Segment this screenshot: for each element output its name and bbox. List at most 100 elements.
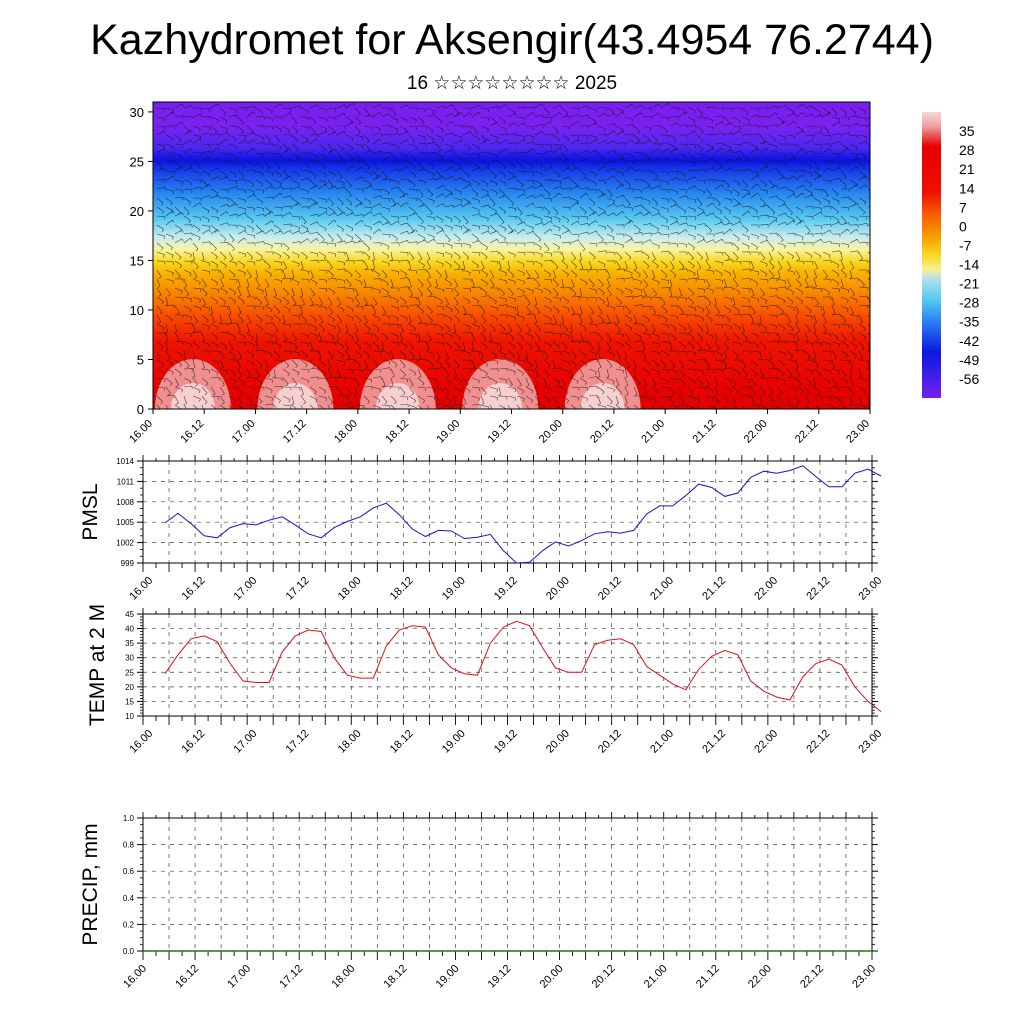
grid — [143, 818, 872, 951]
x-tick-label: 20.12 — [596, 575, 624, 603]
grid — [143, 461, 872, 563]
colorbar-label: -28 — [959, 295, 979, 311]
y-tick-label: 1.0 — [123, 814, 135, 823]
x-tick-label: 18.12 — [388, 728, 416, 756]
x-tick-label: 18.00 — [336, 728, 364, 756]
colorbar-label: 14 — [959, 180, 975, 196]
colorbar-label: 7 — [959, 199, 967, 215]
panel-frame — [142, 460, 873, 564]
profile-panel: 0 5 10 15 20 25 30 16.00 16.12 17.00 17.12 18.00 18.… — [127, 101, 872, 446]
x-tick-label: 16.00 — [127, 728, 155, 756]
precip-panel: 0.0 0.2 0.4 0.6 0.8 1.0 16.00 16.12 17.00 17.12 18… — [79, 812, 878, 991]
x-tick-label: 19.00 — [440, 575, 468, 603]
x-tick-label: 19.00 — [434, 418, 462, 446]
colorbar: 35 28 21 14 7 0 -7 -14 -21 -28 -35 -42 -49 -56 — [922, 112, 979, 398]
x-tick-label: 17.12 — [281, 418, 309, 446]
x-tick-label: 18.00 — [332, 418, 360, 446]
y-tick-label: 0.6 — [123, 867, 135, 876]
x-tick-label: 23.00 — [856, 575, 884, 603]
pmsl-panel: 999 1002 1005 1008 1011 1014 16.00 16.12 17.00 17… — [79, 455, 884, 603]
x-tick-label: 21.12 — [700, 728, 728, 756]
x-tick-label: 19.00 — [434, 963, 462, 991]
y-tick-label: 1014 — [116, 457, 134, 466]
x-tick-label: 16.00 — [127, 575, 155, 603]
y-tick-label: 30 — [125, 654, 134, 663]
y-tick-label: 30 — [130, 105, 144, 120]
x-tick-label: 22.12 — [804, 728, 832, 756]
x-tick-label: 18.12 — [383, 418, 411, 446]
x-tick-label: 23.00 — [856, 728, 884, 756]
y-tick-label: 35 — [125, 639, 134, 648]
x-tick-label: 18.12 — [388, 575, 416, 603]
colorbar-label: 35 — [959, 123, 975, 139]
x-tick-label: 21.00 — [648, 575, 676, 603]
x-tick-label: 21.12 — [700, 575, 728, 603]
x-tick-label: 20.00 — [544, 575, 572, 603]
y-tick-label: 20 — [125, 683, 134, 692]
temp-panel: 10 15 20 25 30 35 40 45 16.00 16.12 17.00 17.12 18.0… — [86, 604, 884, 756]
y-tick-label: 5 — [137, 352, 144, 367]
colorbar-label: -49 — [959, 352, 979, 368]
y-tick-label: 999 — [121, 559, 135, 568]
x-tick-label: 19.12 — [486, 963, 514, 991]
x-tick-label: 19.12 — [492, 728, 520, 756]
y-axis-title: TEMP at 2 M — [86, 604, 109, 726]
x-tick-label: 18.00 — [336, 575, 364, 603]
x-tick-label: 16.12 — [173, 963, 201, 991]
x-tick-label: 21.00 — [648, 728, 676, 756]
x-tick-label: 16.12 — [178, 418, 206, 446]
y-tick-label: 20 — [130, 204, 144, 219]
wind-barb-strokes — [156, 103, 870, 409]
x-tick-label: 17.00 — [232, 728, 260, 756]
x-tick-label: 17.12 — [284, 575, 312, 603]
colorbar-label: -21 — [959, 276, 979, 292]
colorbar-label: 21 — [959, 161, 975, 177]
colorbar-label: -35 — [959, 314, 979, 330]
y-axis-title: PMSL — [79, 483, 102, 540]
x-tick-label: 16.12 — [179, 575, 207, 603]
x-tick-label: 20.00 — [544, 728, 572, 756]
y-tick-label: 1011 — [117, 477, 135, 486]
x-tick-label: 19.12 — [492, 575, 520, 603]
x-tick-label: 16.00 — [127, 418, 155, 446]
y-axis-title: PRECIP, mm — [79, 823, 102, 945]
x-tick-label: 18.12 — [382, 963, 410, 991]
wind-barbs — [156, 103, 870, 409]
grid — [143, 614, 872, 716]
x-tick-label: 20.00 — [538, 963, 566, 991]
y-tick-label: 0.0 — [123, 947, 135, 956]
y-tick-label: 15 — [125, 697, 134, 706]
y-tick-label: 0.8 — [123, 841, 135, 850]
colorbar-label: -42 — [959, 333, 979, 349]
x-tick-label: 19.00 — [440, 728, 468, 756]
x-tick-label: 20.12 — [588, 418, 616, 446]
panel-frame — [142, 613, 873, 717]
x-tick-label: 21.00 — [642, 963, 670, 991]
y-tick-label: 1005 — [116, 518, 134, 527]
series-line — [164, 465, 882, 564]
y-tick-label: 1008 — [116, 498, 134, 507]
y-tick-label: 15 — [130, 253, 144, 268]
x-tick-label: 16.12 — [179, 728, 207, 756]
y-tick-label: 0.2 — [123, 920, 135, 929]
x-tick-label: 22.00 — [752, 728, 780, 756]
x-tick-label: 17.00 — [225, 963, 253, 991]
x-tick-label: 22.00 — [752, 575, 780, 603]
y-tick-label: 1002 — [116, 539, 134, 548]
x-tick-label: 22.12 — [793, 418, 821, 446]
chart-subtitle: 16 ☆☆☆☆☆☆☆☆ 2025 — [406, 73, 618, 94]
x-tick-label: 22.12 — [798, 963, 826, 991]
x-tick-label: 20.00 — [537, 418, 565, 446]
y-tick-label: 40 — [125, 625, 134, 634]
y-tick-label: 10 — [125, 712, 134, 721]
x-tick-label: 21.12 — [691, 418, 719, 446]
colorbar-label: 28 — [959, 142, 975, 158]
x-tick-label: 17.12 — [284, 728, 312, 756]
profile-bulges — [154, 359, 641, 409]
colorbar-label: 0 — [959, 218, 967, 234]
x-tick-label: 23.00 — [844, 418, 872, 446]
y-tick-label: 25 — [125, 668, 134, 677]
series-line — [164, 620, 882, 712]
y-tick-label: 45 — [125, 610, 134, 619]
x-tick-label: 18.00 — [329, 963, 357, 991]
